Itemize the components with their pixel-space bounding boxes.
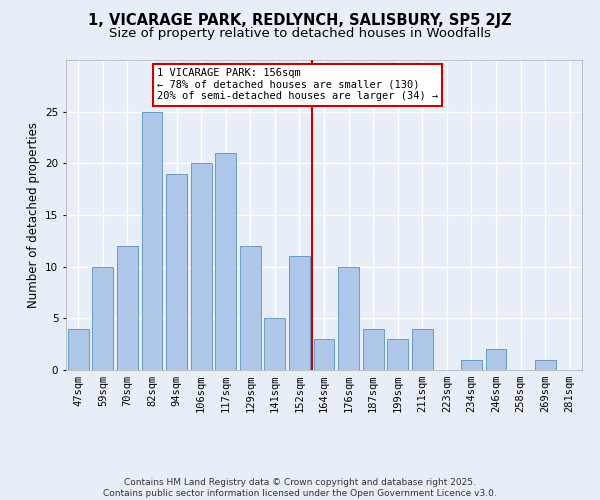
Bar (68, 328, 89, 370)
Bar (265, 318, 286, 370)
Bar (191, 164, 212, 370)
Bar (362, 328, 383, 370)
Bar (289, 256, 310, 370)
Text: 1 VICARAGE PARK: 156sqm
← 78% of detached houses are smaller (130)
20% of semi-d: 1 VICARAGE PARK: 156sqm ← 78% of detache… (157, 68, 438, 102)
Bar (412, 328, 433, 370)
Bar (240, 246, 261, 370)
Bar (215, 153, 236, 370)
Bar (314, 339, 334, 370)
Text: Size of property relative to detached houses in Woodfalls: Size of property relative to detached ho… (109, 28, 491, 40)
Bar (117, 246, 138, 370)
Y-axis label: Number of detached properties: Number of detached properties (26, 122, 40, 308)
Text: 1, VICARAGE PARK, REDLYNCH, SALISBURY, SP5 2JZ: 1, VICARAGE PARK, REDLYNCH, SALISBURY, S… (88, 12, 512, 28)
Bar (387, 339, 408, 370)
Bar (166, 174, 187, 370)
Bar (461, 360, 482, 370)
Bar (142, 112, 163, 370)
Bar (338, 266, 359, 370)
Bar (92, 266, 113, 370)
Bar (485, 350, 506, 370)
Bar (535, 360, 556, 370)
Text: Contains HM Land Registry data © Crown copyright and database right 2025.
Contai: Contains HM Land Registry data © Crown c… (103, 478, 497, 498)
